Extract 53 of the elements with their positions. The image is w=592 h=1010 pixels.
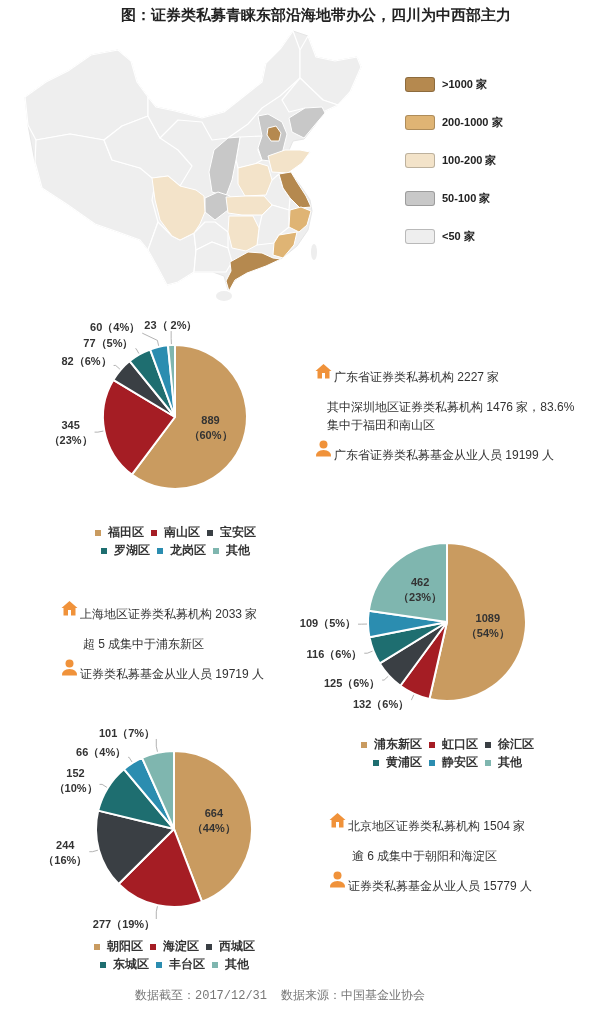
category-label: >1000 家 (442, 77, 487, 92)
legend-label: 静安区 (441, 755, 478, 770)
data-label: 23（ 2%） (144, 318, 198, 332)
data-label: 132（6%） (352, 697, 410, 711)
legend-label: 龙岗区 (169, 543, 206, 558)
text: 图：证券类私募青睐东部沿海地带办公，四川为中西部主力 (120, 5, 512, 25)
data-label: 345 （23%） (48, 418, 93, 447)
data-label: 125（6%） (323, 676, 381, 690)
text: 北京地区证券类私募机构 1504 家 (348, 818, 526, 835)
category-label: <50 家 (442, 229, 475, 244)
text: 超 5 成集中于浦东新区 (83, 636, 205, 653)
data-label: 77（5%） (83, 337, 134, 351)
legend-label: 西城区 (218, 939, 255, 954)
text: 广东省证券类私募机构 2227 家 (334, 369, 500, 386)
text: 证券类私募基金从业人员 19719 人 (80, 666, 265, 683)
data-label: 889 （60%） (188, 414, 233, 443)
data-label: 82（6%） (61, 354, 112, 368)
data-label: 462 （23%） (398, 576, 443, 605)
source-note: 数据来源：中国基金业协会 (281, 989, 426, 1003)
data-label: 116（6%） (306, 648, 363, 662)
legend-label: 丰台区 (168, 957, 205, 972)
legend-label: 其他 (497, 755, 523, 770)
legend-label: 朝阳区 (106, 939, 143, 954)
data-label: 664 （44%） (191, 807, 236, 836)
data-label: 109（5%） (299, 617, 357, 631)
legend-label: 海淀区 (162, 939, 199, 954)
text: 数据截至：2017/12/31 (135, 989, 268, 1003)
data-label: 1089 （54%） (465, 612, 510, 641)
legend-label: 福田区 (107, 525, 144, 540)
data-label: 101（7%） (98, 726, 156, 740)
legend-label: 其他 (224, 957, 250, 972)
text: 证券类私募基金从业人员 15779 人 (348, 878, 533, 895)
legend-label: 罗湖区 (113, 543, 150, 558)
data-label: 244 （16%） (43, 838, 88, 867)
legend-label: 黄浦区 (385, 755, 422, 770)
legend-label: 徐汇区 (497, 737, 534, 752)
legend-label: 南山区 (163, 525, 200, 540)
category-label: 100-200 家 (442, 153, 497, 168)
text: 上海地区证券类私募机构 2033 家 (80, 606, 258, 623)
legend-label: 虹口区 (441, 737, 478, 752)
legend-label: 东城区 (112, 957, 149, 972)
data-label: 152 （10%） (53, 767, 98, 796)
legend-label: 宝安区 (220, 525, 256, 540)
data-label: 66（4%） (76, 745, 127, 759)
text: 其中深圳地区证券类私募机构 1476 家，83.6%集中于福田和南山区 (327, 399, 576, 434)
data-label: 277（19%） (92, 917, 156, 931)
category-label: 50-100 家 (442, 191, 491, 206)
legend-label: 浦东新区 (373, 737, 422, 752)
category-label: 200-1000 家 (442, 115, 503, 130)
data-label: 60（4%） (90, 320, 141, 334)
legend-label: 其他 (225, 543, 251, 558)
text: 广东省证券类私募基金从业人员 19199 人 (334, 447, 555, 464)
text: 逾 6 成集中于朝阳和海淀区 (352, 848, 498, 865)
